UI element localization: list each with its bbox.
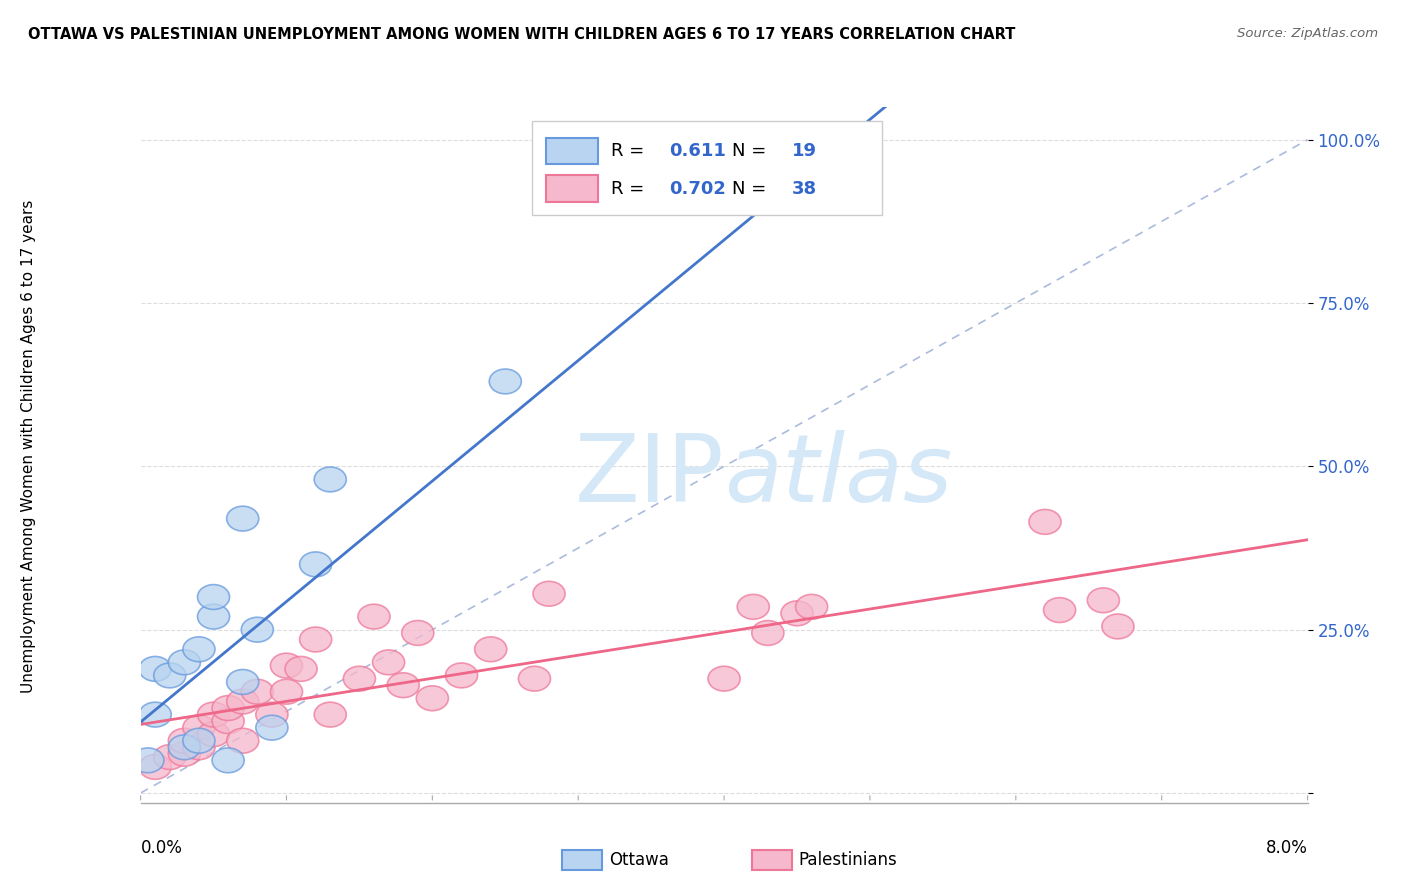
Ellipse shape (475, 637, 506, 662)
Ellipse shape (242, 680, 273, 704)
Ellipse shape (519, 666, 551, 691)
Ellipse shape (197, 722, 229, 747)
Text: R =: R = (610, 142, 650, 160)
Ellipse shape (270, 680, 302, 704)
Ellipse shape (183, 637, 215, 662)
Text: N =: N = (733, 142, 772, 160)
Ellipse shape (1043, 598, 1076, 623)
Ellipse shape (153, 663, 186, 688)
Ellipse shape (1087, 588, 1119, 613)
Ellipse shape (197, 702, 229, 727)
Ellipse shape (343, 666, 375, 691)
Text: N =: N = (733, 179, 772, 198)
Ellipse shape (226, 729, 259, 753)
Ellipse shape (709, 666, 740, 691)
Text: 38: 38 (792, 179, 817, 198)
Ellipse shape (226, 670, 259, 694)
Text: atlas: atlas (724, 430, 952, 521)
Text: Source: ZipAtlas.com: Source: ZipAtlas.com (1237, 27, 1378, 40)
Ellipse shape (270, 653, 302, 678)
Ellipse shape (285, 657, 318, 681)
Ellipse shape (489, 369, 522, 394)
Ellipse shape (139, 702, 172, 727)
Ellipse shape (446, 663, 478, 688)
Ellipse shape (373, 650, 405, 674)
Ellipse shape (1029, 509, 1062, 534)
Ellipse shape (752, 621, 785, 645)
Ellipse shape (183, 735, 215, 760)
Ellipse shape (299, 627, 332, 652)
Ellipse shape (183, 729, 215, 753)
Text: R =: R = (610, 179, 650, 198)
Ellipse shape (197, 604, 229, 629)
Ellipse shape (226, 506, 259, 531)
Ellipse shape (780, 601, 813, 626)
Ellipse shape (416, 686, 449, 711)
Ellipse shape (169, 729, 201, 753)
Ellipse shape (183, 715, 215, 740)
Ellipse shape (226, 690, 259, 714)
Ellipse shape (533, 582, 565, 607)
Ellipse shape (256, 715, 288, 740)
Text: ZIP: ZIP (575, 430, 724, 522)
Text: Unemployment Among Women with Children Ages 6 to 17 years: Unemployment Among Women with Children A… (21, 199, 35, 693)
Ellipse shape (212, 747, 245, 772)
Text: 0.611: 0.611 (669, 142, 725, 160)
FancyBboxPatch shape (531, 121, 882, 215)
Ellipse shape (314, 467, 346, 491)
Ellipse shape (242, 617, 273, 642)
Text: 0.0%: 0.0% (141, 838, 183, 856)
Ellipse shape (256, 702, 288, 727)
Ellipse shape (169, 650, 201, 674)
Ellipse shape (197, 584, 229, 609)
Text: Ottawa: Ottawa (609, 851, 669, 869)
Ellipse shape (139, 755, 172, 780)
Text: Palestinians: Palestinians (799, 851, 897, 869)
Ellipse shape (139, 657, 172, 681)
Ellipse shape (314, 702, 346, 727)
Ellipse shape (299, 552, 332, 577)
FancyBboxPatch shape (546, 176, 598, 202)
Text: 0.702: 0.702 (669, 179, 725, 198)
Ellipse shape (359, 604, 389, 629)
Text: 8.0%: 8.0% (1265, 838, 1308, 856)
Ellipse shape (212, 696, 245, 721)
FancyBboxPatch shape (546, 137, 598, 164)
Ellipse shape (169, 735, 201, 760)
Ellipse shape (387, 673, 419, 698)
Ellipse shape (737, 594, 769, 619)
Ellipse shape (132, 747, 165, 772)
Ellipse shape (1102, 614, 1135, 639)
Ellipse shape (212, 709, 245, 733)
Ellipse shape (153, 745, 186, 770)
Ellipse shape (402, 621, 434, 645)
Text: 19: 19 (792, 142, 817, 160)
Ellipse shape (169, 741, 201, 766)
Ellipse shape (796, 594, 828, 619)
Ellipse shape (825, 160, 856, 185)
Text: OTTAWA VS PALESTINIAN UNEMPLOYMENT AMONG WOMEN WITH CHILDREN AGES 6 TO 17 YEARS : OTTAWA VS PALESTINIAN UNEMPLOYMENT AMONG… (28, 27, 1015, 42)
